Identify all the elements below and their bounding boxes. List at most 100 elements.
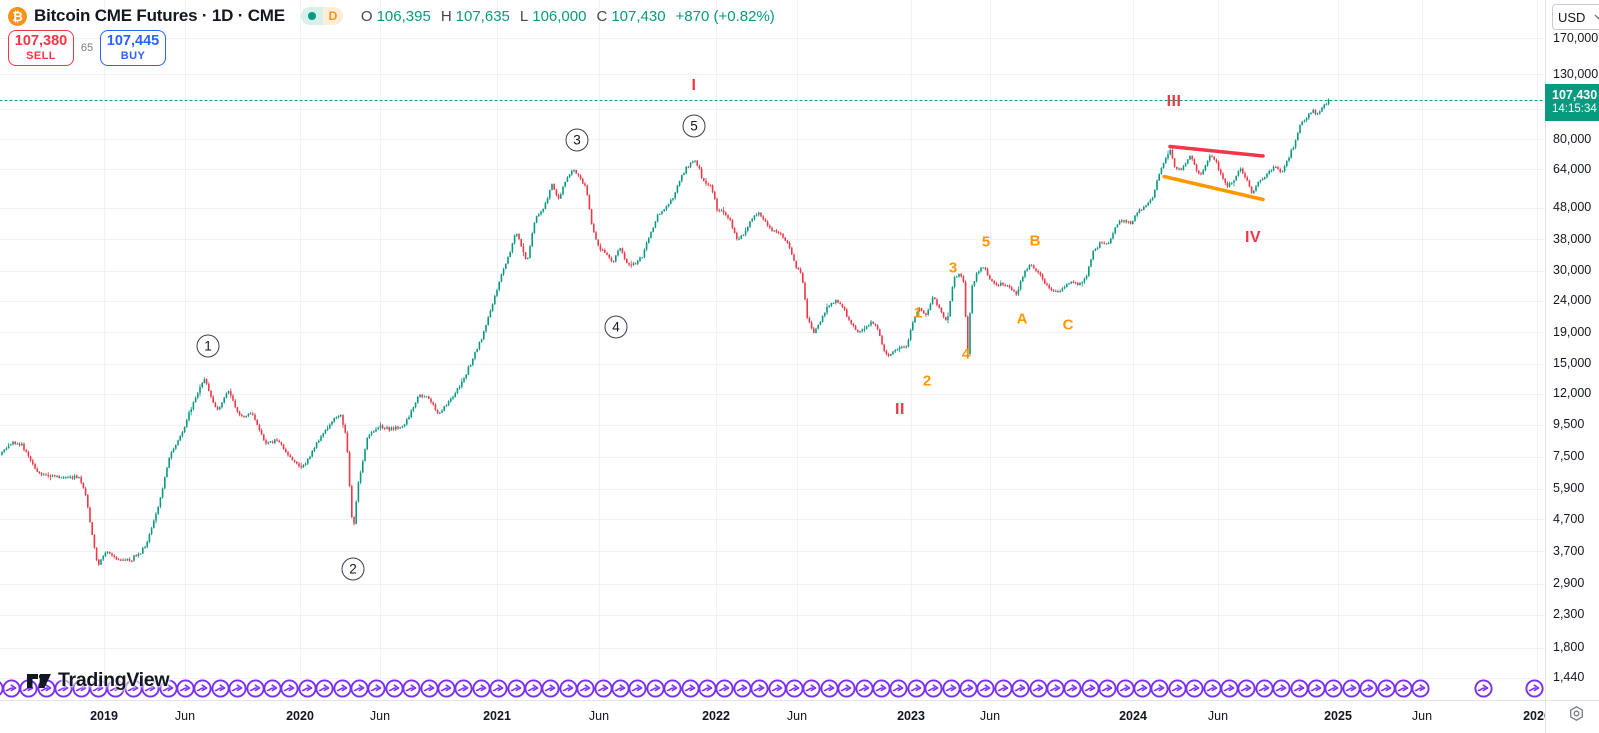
elliott-wave-sub-label[interactable]: 2 [922,372,932,390]
contract-rollover-icon[interactable] [124,678,143,698]
contract-rollover-icon[interactable] [193,678,212,698]
contract-rollover-icon[interactable] [750,678,769,698]
contract-rollover-icon[interactable] [350,678,369,698]
contract-rollover-icon[interactable] [1150,678,1169,698]
contract-rollover-icon[interactable] [141,678,160,698]
contract-rollover-icon[interactable] [802,678,821,698]
elliott-wave-roman-label[interactable]: II [895,401,905,418]
contract-rollover-icon[interactable] [1324,678,1343,698]
contract-rollover-icon[interactable] [298,678,317,698]
contract-rollover-icon[interactable] [698,678,717,698]
contract-rollover-icon[interactable] [628,678,647,698]
contract-rollover-icon[interactable] [959,678,978,698]
contract-rollover-icon[interactable] [715,678,734,698]
contract-rollover-icon[interactable] [2,678,21,698]
sell-button[interactable]: 107,380 SELL [8,30,74,66]
time-axis[interactable]: 2019 Jun 2020 Jun 2021 Jun 2022 Jun 2023 Jun 2024 J… [0,701,1545,733]
contract-rollover-icon[interactable] [1394,678,1413,698]
contract-rollover-icon[interactable] [1255,678,1274,698]
elliott-wave-sub-label[interactable]: 3 [948,259,958,277]
contract-rollover-icon[interactable] [158,678,178,698]
contract-rollover-icon[interactable] [1359,678,1378,698]
contract-rollover-icon[interactable] [1133,678,1152,698]
contract-rollover-icon[interactable] [1202,678,1222,698]
elliott-wave-circled-label[interactable]: 1 [196,334,220,358]
contract-rollover-icon[interactable] [1115,678,1135,698]
contract-rollover-icon[interactable] [872,678,891,698]
elliott-wave-circled-label[interactable]: 4 [604,315,628,339]
contract-rollover-icon[interactable] [263,678,282,698]
contract-rollover-icon[interactable] [854,678,874,698]
elliott-wave-sub-label[interactable]: C [1062,316,1074,334]
contract-rollover-icon[interactable] [559,678,578,698]
elliott-wave-sub-label[interactable]: B [1029,232,1041,250]
elliott-wave-sub-label[interactable]: A [1016,310,1028,328]
contract-rollover-icon[interactable] [315,678,334,698]
contract-rollover-icon[interactable] [1411,678,1430,698]
contract-rollover-icon[interactable] [506,678,526,698]
symbol-title[interactable]: Bitcoin CME Futures · 1D · CME [34,6,285,25]
contract-rollover-icon[interactable] [71,678,91,698]
contract-rollover-icon[interactable] [994,678,1013,698]
contract-rollover-icon[interactable] [680,678,700,698]
contract-rollover-icon[interactable] [228,678,247,698]
elliott-wave-sub-label[interactable]: 5 [981,233,991,251]
elliott-wave-circled-label[interactable]: 2 [341,557,365,581]
contract-rollover-icon[interactable] [907,678,926,698]
buy-button[interactable]: 107,445 BUY [100,30,166,66]
contract-rollover-icon[interactable] [1028,678,1048,698]
contract-rollover-icon[interactable] [54,678,73,698]
contract-rollover-icon[interactable] [924,678,943,698]
elliott-wave-circled-label[interactable]: 3 [565,128,589,152]
contract-rollover-icon[interactable] [332,678,352,698]
contract-rollover-icon[interactable] [1342,678,1361,698]
contract-rollover-icon[interactable] [1376,678,1396,698]
contract-rollover-icon[interactable] [1237,678,1256,698]
contract-rollover-icon[interactable] [1272,678,1291,698]
elliott-wave-roman-label[interactable]: IV [1244,229,1262,246]
contract-rollover-icon[interactable] [1168,678,1187,698]
contract-rollover-icon[interactable] [1473,678,1493,698]
contract-rollover-icon[interactable] [280,678,299,698]
contract-rollover-icon[interactable] [89,678,108,698]
contract-rollover-icon[interactable] [1011,678,1030,698]
contract-rollover-icon[interactable] [472,678,491,698]
contract-rollover-icon[interactable] [367,678,386,698]
contract-rollover-icon[interactable] [1185,678,1204,698]
contract-rollover-icon[interactable] [541,678,560,698]
elliott-wave-sub-label[interactable]: 4 [961,345,971,363]
contract-rollover-icon[interactable] [820,678,839,698]
contract-rollover-icon[interactable] [941,678,961,698]
contract-rollover-icon[interactable] [593,678,613,698]
contract-rollover-icon[interactable] [0,679,4,698]
contract-rollover-icon[interactable] [176,678,195,698]
contract-rollover-icon[interactable] [385,678,404,698]
contract-rollover-icon[interactable] [1307,678,1326,698]
elliott-wave-roman-label[interactable]: I [691,77,697,94]
contract-rollover-icon[interactable] [837,678,856,698]
contract-rollover-icon[interactable] [785,678,804,698]
contract-rollover-icon[interactable] [663,678,682,698]
contract-rollover-icon[interactable] [437,678,456,698]
candlestick-chart-pane[interactable] [0,0,1545,700]
contract-rollover-icon[interactable] [419,678,439,698]
contract-rollover-icon[interactable] [733,678,752,698]
contract-rollover-icon[interactable] [524,678,543,698]
axis-settings-icon[interactable] [1568,705,1585,722]
contract-rollover-icon[interactable] [245,678,265,698]
contract-rollover-icon[interactable] [767,678,787,698]
contract-rollover-icon[interactable] [1046,678,1065,698]
contract-rollover-icon[interactable] [1063,678,1082,698]
currency-selector[interactable]: USD [1552,4,1599,30]
contract-rollover-icon[interactable] [646,678,665,698]
price-axis[interactable]: USD 107,430 14:15:34 170,000 130,000 80,00… [1545,0,1599,700]
contract-rollover-icon[interactable] [454,678,473,698]
contract-rollover-icon[interactable] [1098,678,1117,698]
contract-rollover-icon[interactable] [106,678,125,698]
contract-rollover-icon[interactable] [1289,678,1309,698]
contract-rollover-icon[interactable] [1081,678,1100,698]
contract-rollover-icon[interactable] [1524,678,1544,698]
elliott-wave-sub-label[interactable]: 1 [913,304,923,322]
tradingview-logo[interactable]: TradingView [26,669,170,692]
contract-rollover-icon[interactable] [402,678,421,698]
